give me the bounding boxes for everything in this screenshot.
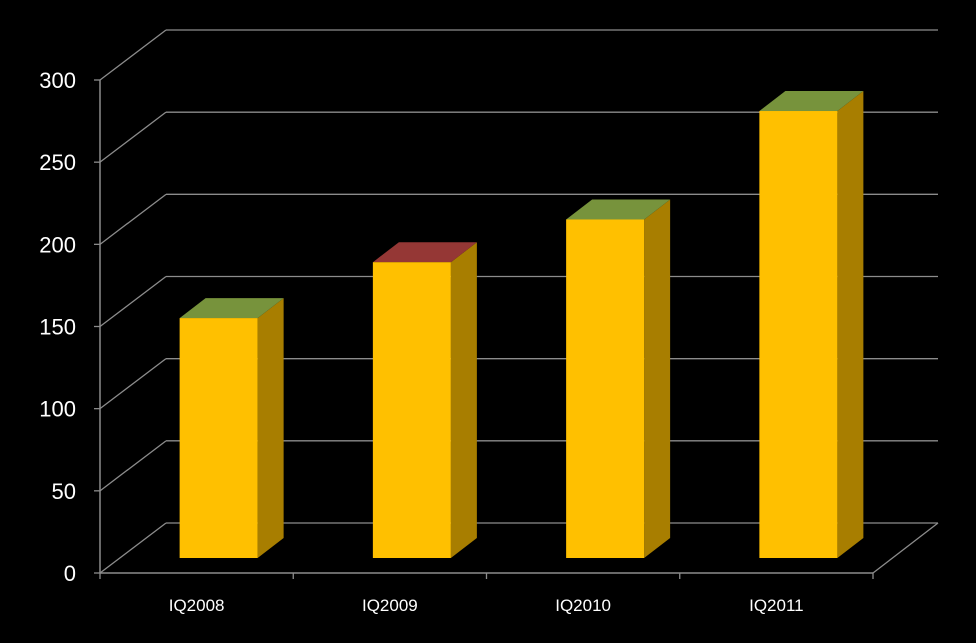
x-tick-label: IQ2010 bbox=[555, 596, 611, 615]
x-axis-labels: IQ2008 IQ2009 IQ2010 IQ2011 bbox=[169, 596, 804, 615]
gridline-diagonal bbox=[99, 522, 167, 574]
gridline-diagonal bbox=[99, 358, 167, 410]
bar-front bbox=[179, 318, 258, 558]
gridline-diagonal bbox=[99, 440, 167, 492]
bar-side bbox=[837, 91, 864, 558]
y-axis-labels: 0 50 100 150 200 250 300 bbox=[39, 68, 76, 586]
axes bbox=[94, 79, 874, 579]
bar bbox=[179, 298, 284, 558]
x-tick-label: IQ2011 bbox=[749, 596, 804, 615]
y-tick-label: 250 bbox=[39, 150, 76, 175]
bar bbox=[759, 91, 864, 558]
bar-top bbox=[179, 298, 284, 319]
bar-side bbox=[644, 199, 671, 558]
bar-top bbox=[372, 242, 477, 263]
bar-front bbox=[372, 262, 451, 558]
y-tick-label: 150 bbox=[39, 315, 76, 340]
bar bbox=[372, 242, 477, 558]
bar-front bbox=[759, 111, 838, 558]
y-tick-label: 0 bbox=[64, 561, 76, 586]
y-tick-label: 200 bbox=[39, 232, 76, 257]
gridline-diagonal bbox=[99, 275, 167, 328]
floor-edge bbox=[872, 522, 939, 574]
gridline-diagonal bbox=[99, 111, 167, 163]
bar-side bbox=[257, 298, 284, 558]
bars bbox=[179, 91, 864, 558]
bar-front bbox=[566, 219, 645, 558]
y-tick-label: 50 bbox=[52, 479, 76, 504]
bar-top bbox=[759, 91, 864, 112]
x-tick-label: IQ2008 bbox=[169, 596, 225, 615]
bar bbox=[566, 199, 671, 558]
y-tick-label: 100 bbox=[39, 397, 76, 422]
y-tick-label: 300 bbox=[39, 68, 76, 93]
gridline-diagonal bbox=[99, 193, 167, 245]
bar-top bbox=[566, 199, 671, 220]
bar-side bbox=[450, 242, 477, 558]
x-tick-label: IQ2009 bbox=[362, 596, 418, 615]
gridline-diagonal bbox=[99, 29, 167, 81]
